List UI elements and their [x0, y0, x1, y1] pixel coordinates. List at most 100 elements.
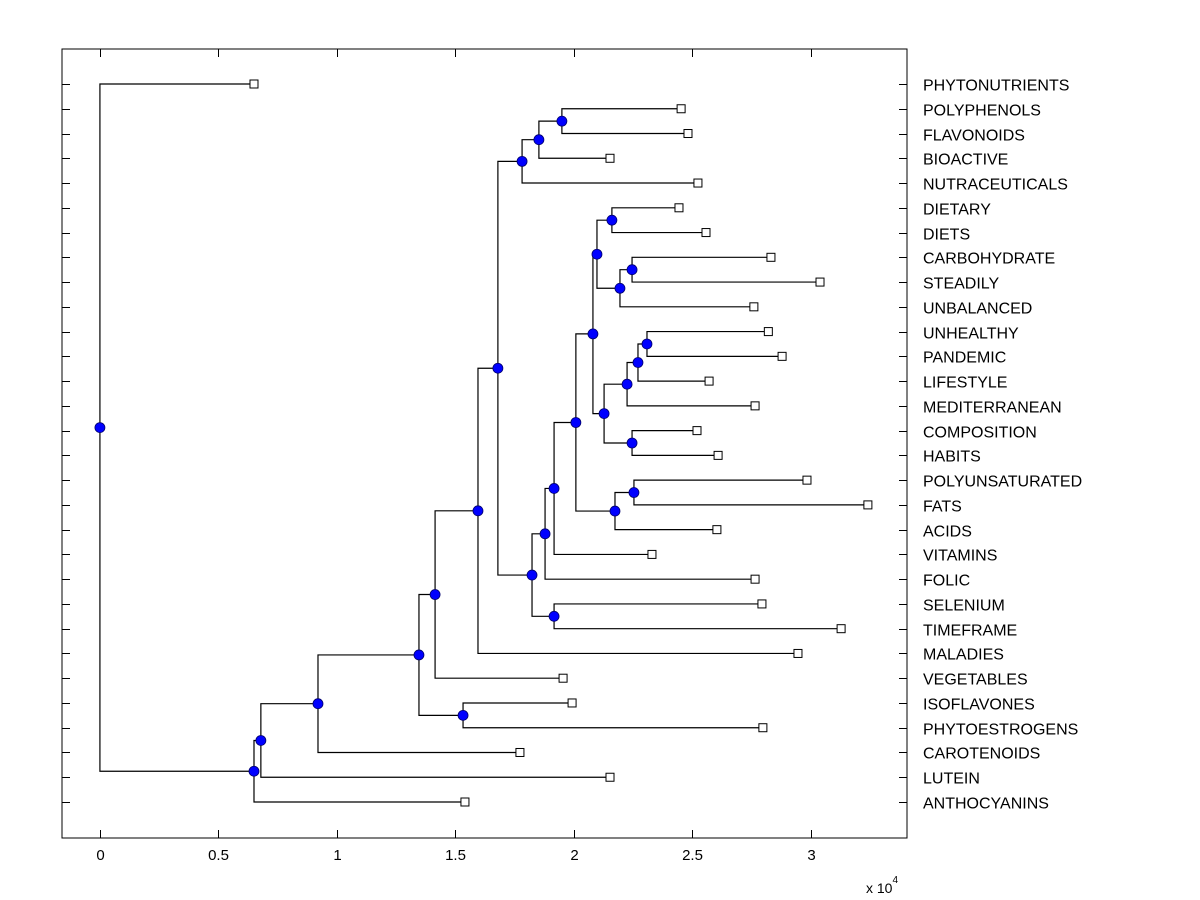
- leaf-label-phytonutrients: PHYTONUTRIENTS: [923, 78, 1069, 95]
- leaf-marker-isoflavones: [567, 698, 577, 708]
- x-axis-ticks: [100, 49, 812, 838]
- node-marker-n24: [457, 709, 469, 721]
- leaf-label-lifestyle: LIFESTYLE: [923, 375, 1007, 392]
- leaf-marker-lutein: [605, 772, 615, 782]
- node-marker-n10: [621, 378, 633, 390]
- leaf-label-acids: ACIDS: [923, 524, 972, 541]
- leaf-label-dietary: DIETARY: [923, 202, 991, 219]
- leaf-marker-composition: [692, 426, 702, 436]
- leaf-label-maladies: MALADIES: [923, 647, 1004, 664]
- node-marker-n21: [492, 362, 504, 374]
- x-tick-label: 2.5: [682, 847, 703, 864]
- leaf-label-polyphenols: POLYPHENOLS: [923, 103, 1041, 120]
- leaf-label-composition: COMPOSITION: [923, 425, 1037, 442]
- leaf-label-diets: DIETS: [923, 227, 970, 244]
- node-marker-n17: [548, 483, 560, 494]
- leaf-marker-acids: [712, 525, 722, 535]
- node-marker-n25: [413, 649, 425, 661]
- leaf-label-nutraceuticals: NUTRACEUTICALS: [923, 177, 1068, 194]
- leaf-marker-vegetables: [558, 673, 568, 683]
- leaf-label-folic: FOLIC: [923, 573, 970, 590]
- node-marker-n16: [570, 417, 582, 428]
- leaf-label-isoflavones: ISOFLAVONES: [923, 697, 1035, 714]
- leaf-label-carbohydrate: CARBOHYDRATE: [923, 251, 1055, 268]
- x-tick-label: 0: [96, 847, 104, 864]
- leaf-marker-steadily: [815, 277, 825, 287]
- leaf-marker-diets: [701, 228, 711, 238]
- leaf-marker-mediterranean: [750, 401, 760, 411]
- y-axis-ticks: [62, 84, 907, 803]
- node-marker-n26: [312, 698, 324, 710]
- leaf-label-timeframe: TIMEFRAME: [923, 623, 1017, 640]
- axes-box: [61, 48, 908, 839]
- leaf-label-carotenoids: CAROTENOIDS: [923, 746, 1040, 763]
- axes-frame: [61, 48, 908, 839]
- x-tick-label: 2: [570, 847, 578, 864]
- node-marker-n4: [606, 214, 618, 226]
- node-marker-n5: [626, 264, 638, 276]
- leaf-marker-bioactive: [605, 153, 615, 163]
- leaf-label-vegetables: VEGETABLES: [923, 672, 1028, 689]
- x-multiplier-label: x 104: [866, 875, 898, 896]
- leaf-marker-timeframe: [836, 624, 846, 634]
- leaf-marker-phytoestrogens: [758, 723, 768, 733]
- leaf-label-polyunsaturated: POLYUNSATURATED: [923, 474, 1082, 491]
- node-marker-n14: [628, 487, 640, 498]
- leaf-label-habits: HABITS: [923, 449, 981, 466]
- node-marker-n9: [632, 357, 644, 368]
- leaf-label-phytoestrogens: PHYTOESTROGENS: [923, 722, 1078, 739]
- leaf-marker-folic: [750, 574, 760, 584]
- node-marker-n13: [587, 328, 599, 340]
- leaf-marker-fats: [863, 500, 873, 510]
- leaf-marker-dietary: [674, 203, 684, 213]
- node-marker-n28: [248, 765, 260, 777]
- node-marker-n3: [516, 155, 528, 167]
- leaf-marker-flavonoids: [683, 129, 693, 139]
- leaf-label-unhealthy: UNHEALTHY: [923, 326, 1019, 343]
- node-marker-n11: [626, 437, 638, 449]
- node-marker-n1: [556, 115, 568, 127]
- node-marker-n2: [533, 134, 545, 146]
- leaf-label-selenium: SELENIUM: [923, 598, 1005, 615]
- leaf-labels: PHYTONUTRIENTS POLYPHENOLS FLAVONOIDS BIOAC…: [923, 78, 1082, 813]
- node-marker-n23: [429, 589, 441, 600]
- leaf-marker-habits: [713, 450, 723, 460]
- node-markers: [94, 115, 653, 777]
- node-marker-n8: [641, 338, 653, 350]
- leaf-marker-polyunsaturated: [802, 475, 812, 485]
- leaf-label-vitamins: VITAMINS: [923, 548, 997, 565]
- leaf-label-bioactive: BIOACTIVE: [923, 152, 1008, 169]
- leaf-label-lutein: LUTEIN: [923, 771, 980, 788]
- leaf-label-steadily: STEADILY: [923, 276, 1000, 293]
- leaf-label-pandemic: PANDEMIC: [923, 350, 1006, 367]
- leaf-label-fats: FATS: [923, 499, 962, 516]
- x-tick-label: 1: [333, 847, 341, 864]
- node-marker-n6: [614, 282, 626, 294]
- node-marker-n18: [539, 528, 551, 540]
- leaf-markers: [249, 79, 873, 807]
- leaf-marker-maladies: [793, 648, 803, 658]
- leaf-marker-polyphenols: [676, 104, 686, 114]
- leaf-marker-anthocyanins: [460, 797, 470, 807]
- leaf-marker-phytonutrients: [249, 79, 259, 89]
- leaf-marker-carbohydrate: [766, 252, 776, 262]
- node-marker-n27: [255, 735, 267, 746]
- node-marker-n15: [609, 505, 621, 517]
- leaf-marker-carotenoids: [515, 747, 525, 757]
- leaf-marker-unbalanced: [749, 302, 759, 312]
- leaf-label-unbalanced: UNBALANCED: [923, 301, 1032, 318]
- x-tick-label: 1.5: [445, 847, 466, 864]
- node-marker-n22: [472, 505, 484, 517]
- node-marker-n19: [548, 610, 560, 622]
- leaf-label-flavonoids: FLAVONOIDS: [923, 128, 1025, 145]
- leaf-marker-pandemic: [777, 351, 787, 361]
- leaf-marker-nutraceuticals: [693, 178, 703, 188]
- leaf-marker-unhealthy: [763, 327, 773, 337]
- node-marker-n12: [598, 408, 610, 419]
- leaf-label-anthocyanins: ANTHOCYANINS: [923, 796, 1049, 813]
- leaf-label-mediterranean: MEDITERRANEAN: [923, 400, 1062, 417]
- node-marker-n29: [94, 422, 106, 434]
- x-tick-label: 3: [807, 847, 815, 864]
- leaf-marker-vitamins: [647, 549, 657, 559]
